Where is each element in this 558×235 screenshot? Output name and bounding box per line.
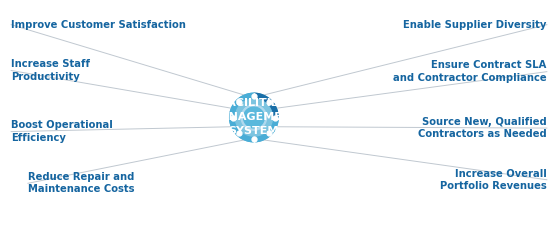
- Text: Boost Operational
Efficiency: Boost Operational Efficiency: [11, 120, 113, 143]
- Text: Increase Overall
Portfolio Revenues: Increase Overall Portfolio Revenues: [440, 168, 547, 191]
- Text: Increase Staff
Productivity: Increase Staff Productivity: [11, 59, 90, 82]
- Polygon shape: [267, 100, 278, 118]
- Text: FACILITIES
MANAGEMENT
SYSTEM: FACILITIES MANAGEMENT SYSTEM: [209, 98, 299, 137]
- Text: Source New, Qualified
Contractors as Needed: Source New, Qualified Contractors as Nee…: [418, 117, 547, 139]
- Polygon shape: [237, 93, 254, 104]
- Polygon shape: [230, 93, 278, 142]
- Text: Reduce Repair and
Maintenance Costs: Reduce Repair and Maintenance Costs: [28, 172, 134, 195]
- Polygon shape: [267, 118, 278, 135]
- Text: Improve Customer Satisfaction: Improve Customer Satisfaction: [11, 20, 186, 30]
- Text: Enable Supplier Diversity: Enable Supplier Diversity: [403, 20, 547, 30]
- Text: Ensure Contract SLA
and Contractor Compliance: Ensure Contract SLA and Contractor Compl…: [393, 60, 547, 83]
- Polygon shape: [230, 100, 240, 118]
- Polygon shape: [254, 131, 271, 142]
- Polygon shape: [241, 105, 267, 130]
- Polygon shape: [230, 118, 240, 135]
- Polygon shape: [254, 93, 271, 104]
- Polygon shape: [243, 107, 264, 128]
- Polygon shape: [237, 131, 254, 142]
- Polygon shape: [235, 99, 272, 136]
